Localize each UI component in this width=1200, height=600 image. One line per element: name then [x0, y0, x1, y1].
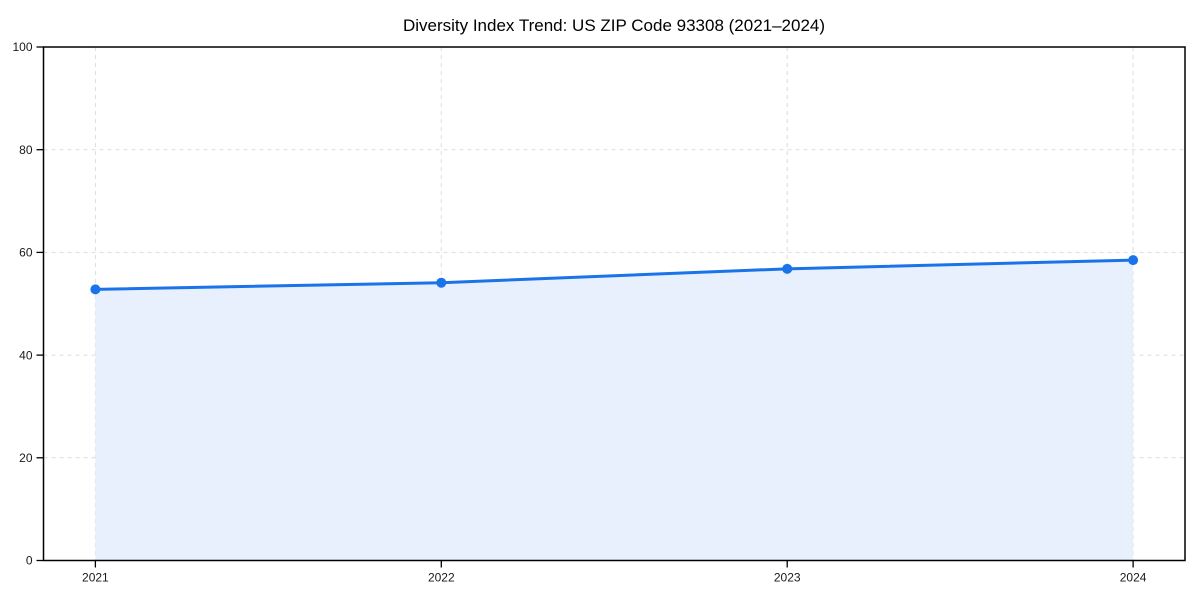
x-tick-label: 2021 [82, 571, 109, 585]
chart-title: Diversity Index Trend: US ZIP Code 93308… [403, 16, 825, 35]
data-point-layer [90, 255, 1139, 295]
plot-border [42, 46, 1186, 562]
x-tick-label: 2022 [428, 571, 455, 585]
area-fill [95, 260, 1134, 561]
y-tick-label: 60 [19, 246, 33, 260]
data-point-marker [1128, 255, 1139, 266]
data-point-marker [90, 284, 101, 295]
y-tick-label: 0 [26, 554, 33, 568]
area-fill-layer [95, 260, 1134, 561]
y-tick-label: 80 [19, 143, 33, 157]
trend-line [93, 258, 1135, 291]
y-tick-label: 40 [19, 348, 33, 362]
x-tick-label: 2024 [1120, 571, 1147, 585]
y-tick-label: 20 [19, 451, 33, 465]
axis-ticks: 0 20 40 60 80 100 2021 2022 2023 2024 [12, 40, 1146, 584]
data-point-marker [436, 277, 447, 288]
y-tick-label: 100 [12, 40, 32, 54]
data-point-marker [782, 263, 793, 274]
trend-line-layer [93, 258, 1135, 291]
x-tick-label: 2023 [774, 571, 801, 585]
